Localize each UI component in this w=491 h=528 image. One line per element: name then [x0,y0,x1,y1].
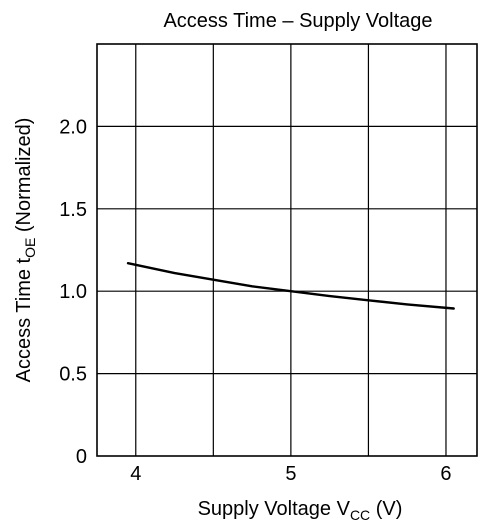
chart-title: Access Time – Supply Voltage [163,10,432,32]
grid [97,44,477,456]
y-axis-label: Access Time tOE (Normalized) [13,118,38,383]
y-axis-label-subscript: OE [22,238,38,258]
series-line [126,262,455,310]
plot-frame [96,43,478,457]
y-tick-label: 0 [76,446,87,468]
y-tick-label: 2.0 [59,116,87,138]
x-axis-label: Supply Voltage VCC (V) [198,498,403,523]
series [126,262,455,310]
y-tick-label: 1.0 [59,281,87,303]
x-axis-label-main: Supply Voltage V [198,498,351,520]
y-axis-label-main: Access Time t [13,257,35,382]
x-tick-label: 5 [285,463,296,485]
y-tick-label: 0.5 [59,364,87,386]
x-axis-label-unit: (V) [370,498,402,520]
x-tick-label: 4 [130,463,141,485]
y-tick-label: 1.5 [59,199,87,221]
x-tick-label: 6 [440,463,451,485]
tick-labels: 4 5 6 0 0.5 1.0 1.5 2.0 [59,116,451,485]
y-axis-label-unit: (Normalized) [13,118,35,238]
x-axis-label-subscript: CC [350,507,370,523]
